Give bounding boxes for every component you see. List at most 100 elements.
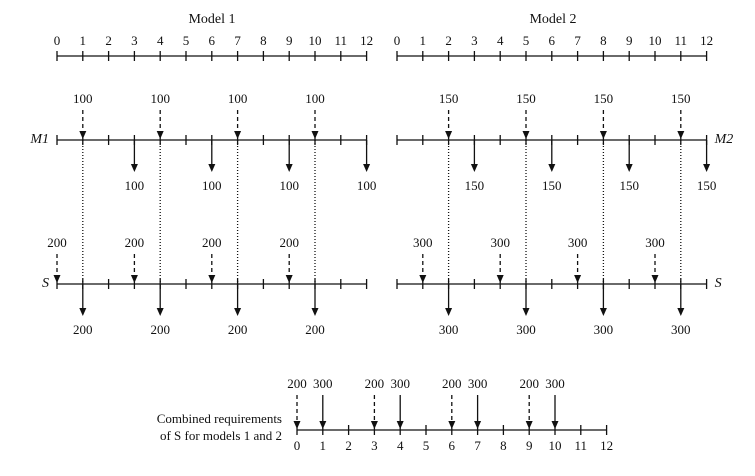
release-quantity: 300 — [490, 235, 510, 250]
row-label: M2 — [714, 132, 734, 147]
combined-note: of S for models 1 and 2 — [160, 428, 282, 443]
arrow-head — [53, 275, 61, 283]
receipt-quantity: 100 — [125, 178, 145, 193]
arrow-head — [574, 275, 582, 283]
arrow-head — [208, 275, 216, 283]
period-label: 4 — [397, 438, 404, 453]
receipt-quantity: 150 — [697, 178, 717, 193]
arrow-head — [156, 308, 164, 316]
arrow-head — [319, 421, 327, 429]
arrow-head — [625, 164, 633, 172]
period-label: 7 — [474, 438, 481, 453]
arrow-head — [285, 275, 293, 283]
receipt-quantity: 200 — [73, 322, 93, 337]
panel-title: Model 1 — [188, 12, 235, 27]
period-label: 0 — [294, 438, 301, 453]
arrow-head — [445, 308, 453, 316]
release-quantity: 100 — [150, 91, 170, 106]
requirement-quantity: 300 — [390, 376, 410, 391]
period-label: 8 — [500, 438, 507, 453]
receipt-quantity: 300 — [516, 322, 536, 337]
requirement-quantity: 300 — [545, 376, 565, 391]
period-label: 12 — [360, 33, 373, 48]
period-label: 11 — [335, 33, 348, 48]
row-label: S — [42, 276, 49, 291]
period-label: 7 — [574, 33, 581, 48]
period-label: 8 — [600, 33, 607, 48]
period-label: 5 — [423, 438, 430, 453]
arrow-head — [311, 131, 319, 139]
requirement-quantity: 200 — [287, 376, 307, 391]
arrow-head — [419, 275, 427, 283]
receipt-quantity: 200 — [228, 322, 248, 337]
arrow-head — [551, 421, 559, 429]
release-quantity: 300 — [645, 235, 665, 250]
arrow-head — [311, 308, 319, 316]
requirement-quantity: 200 — [519, 376, 539, 391]
arrow-head — [448, 421, 456, 429]
arrow-head — [548, 164, 556, 172]
arrow-head — [370, 421, 378, 429]
arrow-head — [474, 421, 482, 429]
receipt-quantity: 100 — [202, 178, 222, 193]
receipt-quantity: 300 — [594, 322, 614, 337]
period-label: 5 — [183, 33, 190, 48]
arrow-head — [234, 308, 242, 316]
period-label: 11 — [575, 438, 588, 453]
release-quantity: 100 — [228, 91, 248, 106]
arrow-head — [445, 131, 453, 139]
arrow-head — [234, 131, 242, 139]
receipt-quantity: 100 — [357, 178, 377, 193]
receipt-quantity: 300 — [671, 322, 691, 337]
period-label: 9 — [626, 33, 633, 48]
release-quantity: 150 — [516, 91, 536, 106]
release-quantity: 300 — [568, 235, 588, 250]
period-label: 8 — [260, 33, 267, 48]
requirement-quantity: 200 — [365, 376, 385, 391]
requirement-quantity: 200 — [442, 376, 462, 391]
receipt-quantity: 300 — [439, 322, 459, 337]
period-label: 4 — [497, 33, 504, 48]
release-quantity: 150 — [594, 91, 614, 106]
arrow-head — [522, 308, 530, 316]
arrow-head — [130, 275, 138, 283]
requirement-quantity: 300 — [313, 376, 333, 391]
requirement-quantity: 300 — [468, 376, 488, 391]
release-quantity: 100 — [305, 91, 325, 106]
release-quantity: 150 — [671, 91, 691, 106]
period-label: 10 — [649, 33, 662, 48]
period-label: 0 — [54, 33, 61, 48]
period-label: 10 — [309, 33, 322, 48]
period-label: 7 — [234, 33, 241, 48]
arrow-head — [599, 131, 607, 139]
receipt-quantity: 150 — [542, 178, 562, 193]
period-label: 11 — [675, 33, 688, 48]
arrow-head — [396, 421, 404, 429]
arrow-head — [677, 131, 685, 139]
period-label: 9 — [526, 438, 533, 453]
release-quantity: 200 — [47, 235, 67, 250]
arrow-head — [651, 275, 659, 283]
period-label: 2 — [345, 438, 352, 453]
period-label: 5 — [523, 33, 530, 48]
arrow-head — [599, 308, 607, 316]
arrow-head — [363, 164, 371, 172]
release-quantity: 200 — [279, 235, 299, 250]
period-label: 0 — [394, 33, 401, 48]
panel-title: Model 2 — [529, 12, 576, 27]
receipt-quantity: 150 — [619, 178, 639, 193]
period-label: 2 — [105, 33, 112, 48]
arrow-head — [156, 131, 164, 139]
combined-note: Combined requirements — [157, 411, 282, 426]
receipt-quantity: 200 — [305, 322, 325, 337]
arrow-head — [522, 131, 530, 139]
period-label: 1 — [420, 33, 427, 48]
receipt-quantity: 100 — [279, 178, 299, 193]
release-quantity: 100 — [73, 91, 93, 106]
arrow-head — [130, 164, 138, 172]
period-label: 2 — [445, 33, 452, 48]
period-label: 3 — [371, 438, 378, 453]
arrow-head — [525, 421, 533, 429]
period-label: 6 — [549, 33, 556, 48]
